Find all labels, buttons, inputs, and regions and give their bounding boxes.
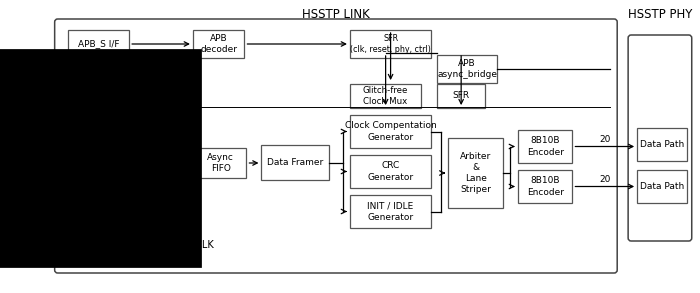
Bar <box>518 170 573 203</box>
Text: Data Framer: Data Framer <box>267 158 323 167</box>
Text: 8B10B
Encoder: 8B10B Encoder <box>526 137 564 156</box>
Bar <box>637 170 687 203</box>
Text: HSSTP PHY: HSSTP PHY <box>628 8 692 21</box>
Text: 32: 32 <box>65 148 76 157</box>
Bar <box>92 145 174 175</box>
Text: TraceClkOut
Generator: TraceClkOut Generator <box>106 200 160 219</box>
Text: SFR: SFR <box>453 91 470 100</box>
Text: CRC
Generator: CRC Generator <box>368 161 414 182</box>
Text: Glitch-free
Clock Mux: Glitch-free Clock Mux <box>363 86 408 106</box>
Text: Data Path: Data Path <box>640 140 684 149</box>
Text: Data Path: Data Path <box>640 182 684 191</box>
Text: ARM Trace I/F: ARM Trace I/F <box>103 156 163 164</box>
Bar <box>195 148 246 178</box>
Bar <box>518 130 573 163</box>
Bar <box>448 138 503 208</box>
Text: PCLK: PCLK <box>66 101 91 111</box>
Bar <box>350 30 431 58</box>
Text: INIT / IDLE
Generator: INIT / IDLE Generator <box>368 202 414 222</box>
Bar <box>6 140 50 190</box>
FancyBboxPatch shape <box>628 35 692 241</box>
FancyBboxPatch shape <box>55 19 617 273</box>
Text: Clock Compentation
Generator: Clock Compentation Generator <box>344 122 437 142</box>
Text: Arbiter
&
Lane
Striper: Arbiter & Lane Striper <box>460 152 491 194</box>
Text: APB_S I/F: APB_S I/F <box>78 40 119 49</box>
Bar <box>350 84 421 108</box>
Bar <box>438 55 497 83</box>
Bar <box>350 195 431 228</box>
Text: SCLK: SCLK <box>190 240 215 250</box>
Text: APB
decoder: APB decoder <box>200 34 237 54</box>
Bar <box>637 128 687 161</box>
Bar <box>92 193 174 226</box>
Text: HSSTP LINK: HSSTP LINK <box>302 8 370 21</box>
Bar <box>350 155 431 188</box>
Text: 20: 20 <box>599 134 610 144</box>
Bar <box>193 30 244 58</box>
Text: SFR
(clk, reset, phy, ctrl): SFR (clk, reset, phy, ctrl) <box>350 34 431 54</box>
Bar <box>68 30 130 58</box>
Text: APB
async_bridge: APB async_bridge <box>437 59 497 79</box>
Text: TPIU: TPIU <box>17 160 38 170</box>
Bar <box>350 115 431 148</box>
Bar <box>438 84 485 108</box>
Bar <box>261 145 329 180</box>
Text: SSCLK: SSCLK <box>66 240 97 250</box>
Text: 20: 20 <box>599 175 610 183</box>
Text: Async
FIFO: Async FIFO <box>207 153 234 173</box>
Text: 8B10B
Encoder: 8B10B Encoder <box>526 176 564 197</box>
